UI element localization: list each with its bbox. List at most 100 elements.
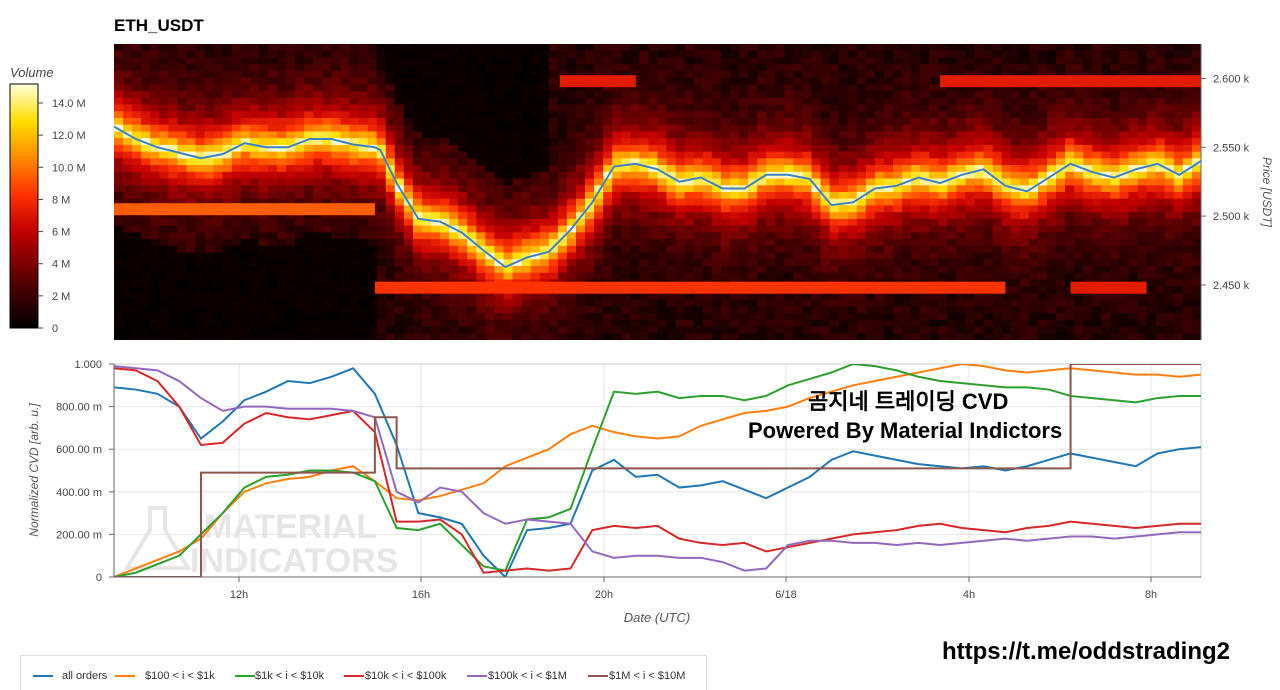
heatmap-cell [702,252,713,260]
heatmap-cell [385,57,396,65]
heatmap-cell [1028,245,1039,254]
heatmap-cell [1110,97,1121,106]
heatmap-cell [358,286,369,294]
heatmap-cell [204,245,215,254]
heatmap-cell [766,84,776,92]
heatmap-cell [186,266,197,274]
heatmap-cell [150,286,160,294]
heatmap-cell [177,171,188,180]
heatmap-cell [657,77,668,85]
heatmap-cell [702,77,713,85]
heatmap-cell [784,205,794,213]
heatmap-cell [575,158,586,166]
heatmap-cell [874,225,885,233]
heatmap-cell [639,272,650,281]
heatmap-cell [304,266,314,274]
heatmap-cell [902,44,912,52]
heatmap-cell [947,151,958,159]
heatmap-cell [1119,192,1130,200]
heatmap-cell [1019,225,1030,233]
heatmap-cell [313,91,323,99]
heatmap-cell [186,91,197,99]
heatmap-cell [412,333,423,340]
heatmap-cell [621,198,631,207]
heatmap-cell [684,64,695,72]
heatmap-cell [829,84,840,92]
heatmap-cell [693,64,704,72]
heatmap-cell [431,57,441,65]
heatmap-cell [820,178,831,186]
heatmap-cell [304,171,314,180]
heatmap-cell [775,124,785,133]
heatmap-cell [340,104,351,112]
heatmap-cell [612,326,622,334]
heatmap-cell [938,158,948,166]
heatmap-cell [141,198,151,207]
heatmap-cell [829,104,840,112]
heatmap-cell [449,185,459,193]
heatmap-cell [376,70,387,79]
heatmap-cell [1028,272,1039,281]
heatmap-cell [204,333,215,340]
heatmap-cell [449,158,459,166]
heatmap-cell [286,319,296,328]
heatmap-cell [603,205,613,213]
heatmap-cell [883,259,894,267]
heatmap-cell [277,111,287,119]
heatmap-cell [1092,50,1102,59]
heatmap-cell [177,326,188,334]
heatmap-cell [431,118,441,126]
heatmap-cell [277,286,287,294]
heatmap-cell [485,218,496,227]
heatmap-cell [757,299,767,307]
heatmap-cell [557,272,568,281]
heatmap-cell [412,70,423,79]
heatmap-cell [630,118,640,126]
heatmap-cell [784,272,794,281]
heatmap-cell [204,104,215,112]
heatmap-cell [403,218,414,227]
heatmap-cell [829,118,840,126]
heatmap-cell [168,239,179,247]
heatmap-cell [911,165,921,173]
heatmap-cell [802,299,813,307]
heatmap-cell [349,279,360,287]
heatmap-cell [1119,292,1130,301]
heatmap-cell [132,239,142,247]
heatmap-cell [847,319,858,328]
heatmap-cell [938,272,948,281]
heatmap-cell [1010,50,1021,59]
heatmap-cell [1092,198,1102,207]
heatmap-cell [811,165,822,173]
heatmap-cell [539,138,550,146]
heatmap-cell [820,192,831,200]
heatmap-cell [757,158,767,166]
heatmap-cell [358,333,369,340]
heatmap-cell [775,192,785,200]
heatmap-cell [267,44,278,52]
heatmap-cell [349,326,360,334]
heatmap-cell [965,171,976,180]
heatmap-cell [675,225,686,233]
heatmap-cell [494,245,505,254]
heatmap-cell [1001,198,1012,207]
heatmap-cell [267,292,278,301]
heatmap-cell [286,84,296,92]
heatmap-cell [231,259,242,267]
heatmap-cell [358,266,369,274]
heatmap-cell [657,178,668,186]
heatmap-cell [1128,292,1139,301]
heatmap-cell [141,319,151,328]
heatmap-cell [702,266,713,274]
heatmap-cell [874,299,885,307]
heatmap-cell [539,326,550,334]
heatmap-cell [231,225,242,233]
heatmap-cell [956,131,967,139]
heatmap-cell [1074,131,1084,139]
heatmap-cell [639,333,650,340]
heatmap-cell [231,252,242,260]
heatmap-cell [213,252,224,260]
heatmap-cell [476,333,486,340]
heatmap-cell [1101,91,1112,99]
heatmap-cell [440,91,450,99]
